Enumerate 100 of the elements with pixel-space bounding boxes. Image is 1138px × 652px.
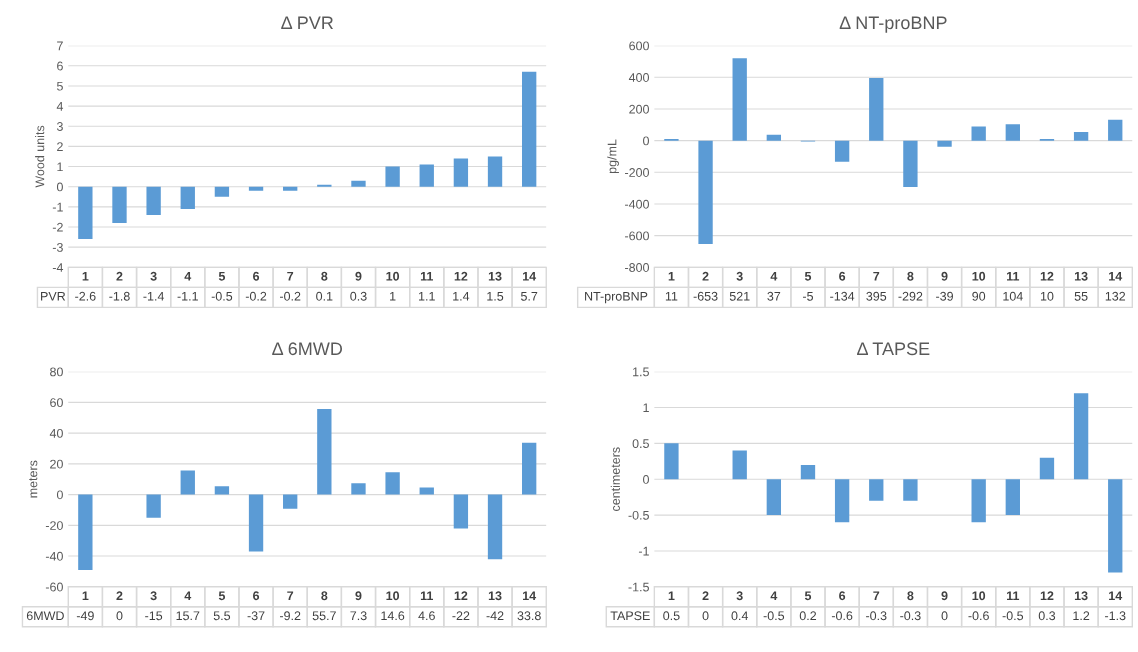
y-tick-label: -800: [625, 263, 649, 272]
bar: [903, 140, 918, 187]
data-label: 0.3: [350, 291, 367, 301]
x-tick-label: 13: [488, 271, 502, 281]
bar: [869, 479, 884, 501]
y-tick-label: 200: [629, 104, 649, 114]
x-tick-label: 14: [1109, 591, 1123, 601]
bar: [522, 442, 537, 495]
x-tick-label: 5: [218, 591, 226, 601]
text: TAPSE: [610, 611, 650, 621]
data-label: 11: [665, 291, 678, 301]
x-tick-label: 6: [253, 271, 260, 281]
chart-title: Δ TAPSE: [857, 342, 930, 356]
y-tick-label: 0: [643, 475, 649, 484]
x-tick-label: 13: [1074, 271, 1088, 281]
x-tick-label: 13: [488, 591, 502, 601]
bar: [800, 464, 816, 480]
y-tick-label: 0: [643, 136, 649, 146]
bar: [248, 494, 264, 552]
x-tick-label: 2: [702, 591, 709, 601]
y-tick-label: 600: [629, 41, 649, 51]
y-tick-label: 40: [49, 428, 63, 438]
data-label: -5: [802, 291, 814, 301]
bar: [78, 494, 93, 570]
x-tick-label: 1: [668, 591, 675, 601]
chart-title: Δ NT-proBNP: [839, 16, 947, 33]
data-label: -49: [76, 611, 94, 621]
data-label: -653: [693, 291, 718, 301]
bar: [1073, 131, 1089, 141]
data-label: 1.4: [453, 291, 470, 301]
y-tick-label: 2: [57, 142, 63, 151]
y-tick-label: -4: [52, 263, 64, 272]
data-label: 7.3: [350, 611, 367, 621]
chart-title: Δ PVR: [281, 16, 334, 29]
data-label: 37: [767, 291, 781, 301]
data-label: -2.6: [75, 291, 96, 301]
x-tick-label: 11: [420, 271, 434, 281]
x-tick-label: 7: [873, 271, 880, 281]
bar: [698, 140, 713, 245]
data-label: -15: [145, 611, 163, 621]
y-tick-label: 0: [56, 490, 63, 500]
bar: [766, 479, 782, 516]
x-tick-label: 10: [972, 591, 986, 601]
data-label: -292: [898, 291, 923, 301]
y-tick-label: 1: [643, 403, 649, 413]
data-label: 0.5: [663, 611, 680, 621]
x-tick-label: 8: [321, 591, 328, 601]
data-label: -0.5: [763, 611, 785, 621]
y-tick-label: -600: [625, 231, 649, 241]
y-tick-label: -3: [52, 242, 63, 252]
bar: [180, 186, 195, 209]
data-label: -134: [830, 291, 855, 301]
y-tick-label: 20: [50, 459, 63, 469]
y-tick-label: 1.5: [633, 367, 649, 377]
x-tick-label: 5: [218, 271, 226, 281]
data-label: 55: [1074, 291, 1088, 301]
data-label: 10: [1040, 291, 1054, 301]
x-tick-label: 3: [736, 271, 743, 281]
y-tick-label: 6: [57, 61, 63, 71]
y-tick-label: 60: [50, 398, 63, 408]
y-tick-label: 4: [56, 102, 64, 111]
x-tick-label: 7: [873, 591, 880, 601]
x-tick-label: 11: [1007, 271, 1020, 281]
data-label: -0.5: [1002, 611, 1024, 621]
bar: [112, 186, 127, 223]
data-label: 90: [972, 291, 986, 301]
x-tick-label: 3: [150, 271, 157, 281]
x-tick-label: 12: [454, 591, 468, 601]
bar: [214, 486, 230, 495]
data-label: 0.1: [316, 291, 333, 301]
bar: [283, 494, 298, 509]
x-tick-label: 1: [82, 591, 89, 601]
x-tick-label: 5: [804, 271, 812, 281]
x-tick-label: 9: [941, 591, 948, 601]
bar: [971, 479, 986, 523]
data-label: 33.8: [517, 611, 541, 621]
bar: [283, 186, 298, 191]
bar: [971, 126, 986, 141]
bar: [146, 494, 161, 518]
data-label: -1.3: [1105, 611, 1126, 621]
bar: [834, 479, 850, 523]
x-tick-label: 10: [972, 271, 986, 281]
bar: [453, 158, 469, 187]
x-tick-label: 9: [941, 271, 948, 281]
data-label: 1.2: [1073, 611, 1090, 621]
y-tick-label: 0.5: [632, 439, 649, 449]
x-tick-label: 6: [253, 591, 260, 601]
data-label: 55.7: [312, 611, 336, 621]
data-label: -0.2: [279, 291, 301, 301]
y-tick-label: 1: [57, 162, 63, 172]
x-tick-label: 2: [116, 591, 123, 601]
y-axis-title: centimeters: [610, 447, 620, 511]
bar: [248, 186, 264, 191]
data-label: -1.1: [177, 291, 198, 301]
y-tick-label: -1: [638, 546, 649, 556]
text: 6MWD: [26, 611, 64, 621]
x-tick-label: 10: [386, 271, 400, 281]
bar: [180, 470, 195, 495]
data-label: 0: [116, 611, 123, 621]
data-label: -0.5: [211, 291, 233, 301]
